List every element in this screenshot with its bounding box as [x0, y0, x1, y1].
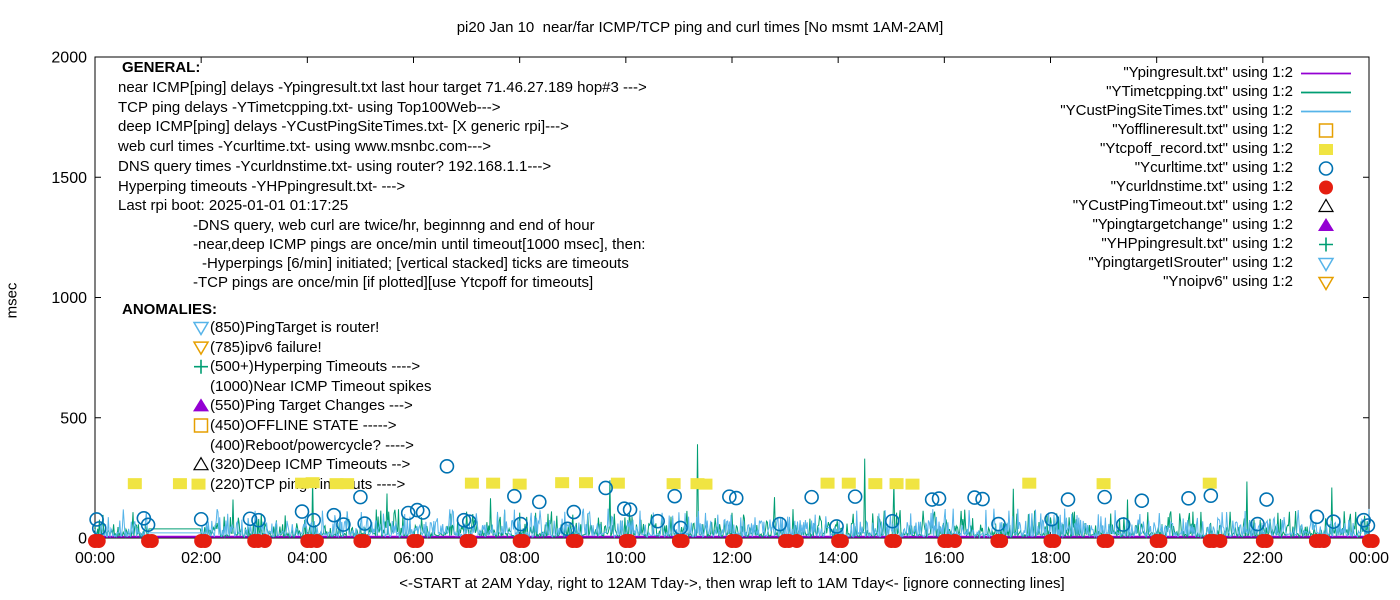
legend-label: "Ypingtargetchange" using 1:2 — [1092, 216, 1293, 233]
anomalies-heading: ANOMALIES: — [122, 301, 217, 318]
legend-marker-circle-filled — [1319, 180, 1333, 195]
anomaly-row: (500+)Hyperping Timeouts ----> — [210, 358, 421, 376]
legend-row: "YCustPingSiteTimes.txt" using 1:2 — [0, 102, 1400, 121]
legend-label: "YHPpingresult.txt" using 1:2 — [1101, 235, 1293, 252]
legend-glyph — [1317, 257, 1335, 272]
legend-row: "Ypingresult.txt" using 1:2 — [0, 64, 1400, 83]
legend-label: "Ycurltime.txt" using 1:2 — [1134, 159, 1293, 176]
anomaly-row: (320)Deep ICMP Timeouts --> — [210, 456, 411, 474]
anomaly-row: (1000)Near ICMP Timeout spikes — [210, 377, 432, 395]
legend-label: "YCustPingSiteTimes.txt" using 1:2 — [1060, 102, 1293, 119]
legend-glyph — [1317, 198, 1335, 213]
anomaly-row: (400)Reboot/powercycle? ----> — [210, 436, 414, 454]
legend-label: "Ypingresult.txt" using 1:2 — [1123, 64, 1293, 81]
legend-label: "Ytcpoff_record.txt" using 1:2 — [1100, 140, 1293, 157]
legend-row: "Ytcpoff_record.txt" using 1:2 — [0, 140, 1400, 159]
legend-row: "Ycurltime.txt" using 1:2 — [0, 159, 1400, 178]
legend-row: "YTimetcpping.txt" using 1:2 — [0, 83, 1400, 102]
legend-row: "Ypingtargetchange" using 1:2 — [0, 216, 1400, 235]
anomaly-row: (785)ipv6 failure! — [210, 338, 322, 356]
legend-marker-circle-open — [1318, 161, 1334, 176]
legend-row: "YHPpingresult.txt" using 1:2 — [0, 235, 1400, 254]
legend-glyph — [1318, 161, 1334, 176]
legend-glyph — [1319, 237, 1333, 252]
legend-marker-triangle-down-open — [1317, 257, 1335, 272]
legend-glyph — [1319, 180, 1333, 195]
legend-marker-square-open — [1318, 123, 1334, 138]
legend-row: "YCustPingTimeout.txt" using 1:2 — [0, 197, 1400, 216]
legend-row: "Ynoipv6" using 1:2 — [0, 273, 1400, 292]
legend-marker-triangle-up-open — [1317, 198, 1335, 213]
legend-label: "YTimetcpping.txt" using 1:2 — [1106, 83, 1293, 100]
legend-marker-line — [1301, 91, 1351, 94]
anomaly-row: (550)Ping Target Changes ---> — [210, 397, 413, 415]
anomaly-row: (850)PingTarget is router! — [210, 319, 380, 336]
legend-label: "Ynoipv6" using 1:2 — [1163, 273, 1293, 290]
x-axis-caption: <-START at 2AM Yday, right to 12AM Tday-… — [399, 575, 1065, 592]
legend-marker-square-filled — [1319, 144, 1333, 155]
legend-marker-triangle-up-filled — [1318, 218, 1334, 231]
legend-marker-line — [1301, 110, 1351, 113]
legend-marker-plus — [1319, 237, 1333, 252]
legend-glyph — [1317, 276, 1335, 291]
anomaly-row: (450)OFFLINE STATE -----> — [210, 417, 397, 434]
legend-marker-triangle-down-open — [1317, 276, 1335, 291]
legend-row: "Ycurldnstime.txt" using 1:2 — [0, 178, 1400, 197]
anomaly-row: (220)TCP ping Timeouts ----> — [210, 475, 406, 493]
plot-title: pi20 Jan 10 near/far ICMP/TCP ping and c… — [456, 19, 944, 36]
legend-glyph — [1318, 218, 1334, 231]
legend-glyph — [1319, 144, 1333, 155]
legend-glyph — [1318, 123, 1334, 138]
legend-label: "YCustPingTimeout.txt" using 1:2 — [1072, 197, 1293, 214]
legend-label: "Yofflineresult.txt" using 1:2 — [1112, 121, 1293, 138]
legend-label: "Ycurldnstime.txt" using 1:2 — [1110, 178, 1293, 195]
legend-row: "YpingtargetISrouter" using 1:2 — [0, 254, 1400, 273]
legend-marker-line — [1301, 72, 1351, 75]
legend-row: "Yofflineresult.txt" using 1:2 — [0, 121, 1400, 140]
legend-label: "YpingtargetISrouter" using 1:2 — [1088, 254, 1293, 271]
